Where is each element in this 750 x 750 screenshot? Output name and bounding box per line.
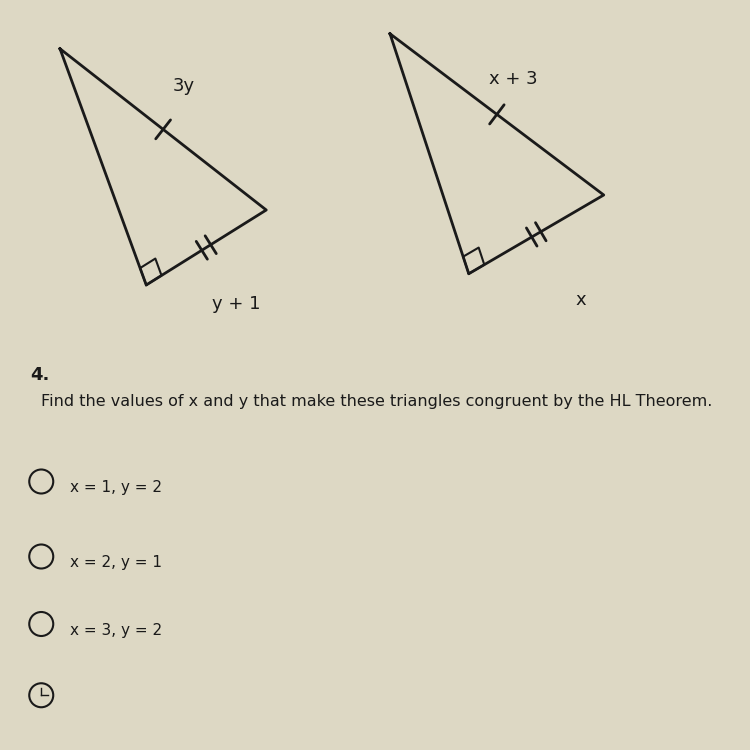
Text: x = 3, y = 2: x = 3, y = 2 bbox=[70, 622, 162, 638]
Text: x = 1, y = 2: x = 1, y = 2 bbox=[70, 480, 162, 495]
Text: x + 3: x + 3 bbox=[490, 70, 538, 88]
Text: y + 1: y + 1 bbox=[212, 295, 260, 313]
Text: 4.: 4. bbox=[30, 366, 50, 384]
Text: x: x bbox=[576, 291, 586, 309]
Text: x = 2, y = 1: x = 2, y = 1 bbox=[70, 555, 162, 570]
Text: Find the values of x and y that make these triangles congruent by the HL Theorem: Find the values of x and y that make the… bbox=[41, 394, 712, 409]
Text: 3y: 3y bbox=[172, 77, 195, 95]
